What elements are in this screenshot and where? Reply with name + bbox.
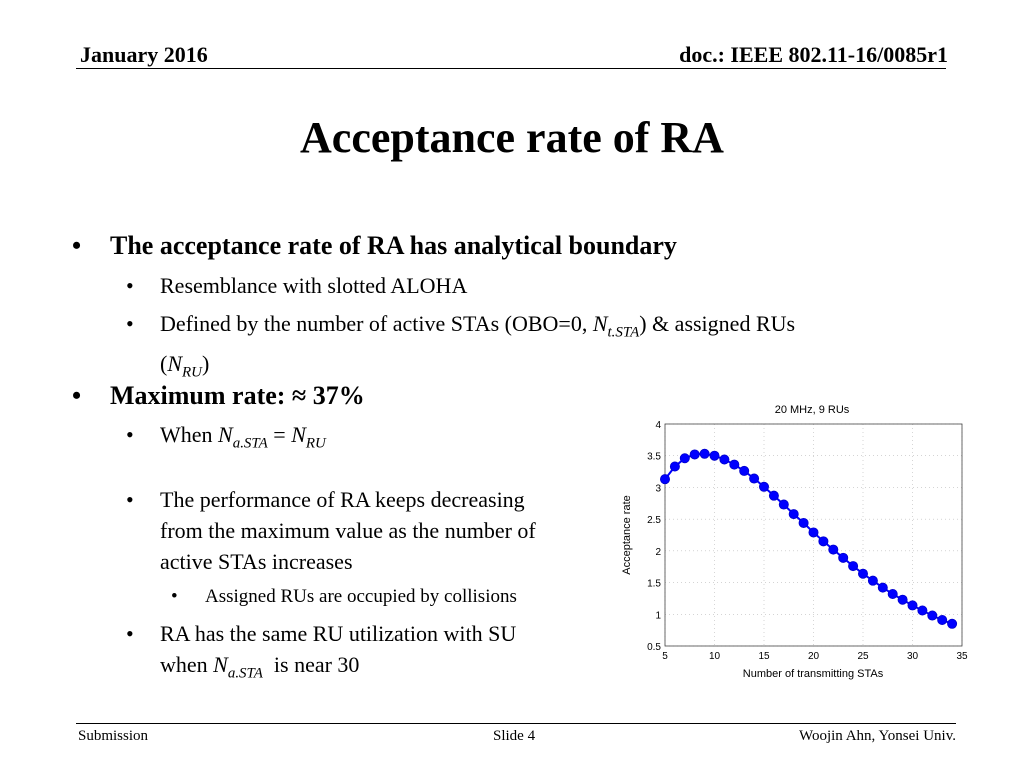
y-tick-label: 3: [655, 483, 661, 494]
sub-asta: a.STA: [232, 435, 268, 452]
data-point: [947, 618, 958, 629]
y-tick-label: 3.5: [647, 452, 661, 463]
line-3: active STAs increases: [160, 549, 353, 574]
chart-title: 20 MHz, 9 RUs: [775, 404, 850, 416]
var-n: N: [218, 422, 233, 447]
sub-ru: RU: [182, 364, 202, 381]
header-date: January 2016: [80, 42, 208, 67]
data-point: [917, 605, 928, 616]
chart-ticks: 5 10 15 20 25 30 35 0.5 1 1.5 2 2.5 3 3.5 4: [647, 420, 968, 662]
var-n: N: [167, 351, 183, 377]
data-point: [739, 465, 750, 476]
bullet-text: The acceptance rate of RA has analytical…: [110, 231, 677, 260]
bullet-text: Resemblance with slotted ALOHA: [160, 273, 468, 298]
sub-ru: RU: [305, 435, 326, 452]
paren-close: ): [201, 351, 210, 377]
data-point: [689, 449, 700, 460]
var-n: N: [213, 652, 228, 677]
var-n: N: [592, 311, 608, 336]
bullet-maximum-rate: • Maximum rate: ≈ 37%: [72, 381, 365, 410]
y-tick-label: 2.5: [647, 515, 661, 526]
line-1: The performance of RA keeps decreasing: [160, 487, 525, 512]
bullet-text: Assigned RUs are occupied by collisions: [205, 586, 517, 607]
data-point: [798, 517, 809, 528]
bullet-text: Defined by the number of active STAs (OB…: [160, 311, 593, 336]
data-point: [768, 490, 779, 501]
bullet-analytical-boundary: • The acceptance rate of RA has analytica…: [72, 231, 677, 260]
data-point: [907, 600, 918, 611]
header-doc-id: doc.: IEEE 802.11-16/0085r1: [679, 42, 948, 67]
y-tick-label: 1.5: [647, 579, 661, 590]
data-points: [660, 448, 958, 629]
x-tick-label: 25: [857, 651, 869, 662]
y-tick-label: 2: [655, 547, 661, 558]
plot-frame: [664, 423, 963, 647]
x-tick-label: 20: [808, 651, 820, 662]
line-2: from the maximum value as the number of: [160, 518, 536, 543]
data-point: [857, 568, 868, 579]
x-tick-label: 5: [662, 651, 668, 662]
y-tick-label: 4: [655, 420, 661, 431]
data-point: [927, 610, 938, 621]
data-point: [937, 614, 948, 625]
data-point: [887, 588, 898, 599]
bullet-when: • When Na.STA = NRU: [126, 422, 326, 452]
x-tick-label: 10: [709, 651, 721, 662]
data-point: [867, 575, 878, 586]
var-n: N: [291, 422, 306, 447]
bullet-text: ) & assigned RUs: [639, 311, 796, 336]
data-point: [818, 536, 829, 547]
slide-title: Acceptance rate of RA: [300, 113, 724, 162]
bullet-performance: • The performance of RA keeps decreasing …: [126, 487, 536, 574]
data-point: [788, 509, 799, 520]
sub-asta: a.STA: [227, 665, 263, 682]
y-tick-label: 1: [655, 610, 661, 621]
bullet-text: When: [160, 422, 219, 447]
x-tick-label: 35: [956, 651, 968, 662]
data-point: [669, 461, 680, 472]
equals: =: [267, 422, 292, 447]
acceptance-rate-chart: 20 MHz, 9 RUs 5 10 15 20 25 30 35 0.5 1 1.5 2 2.5 3 3…: [621, 404, 968, 680]
data-point: [709, 450, 720, 461]
data-point: [778, 499, 789, 510]
data-point: [699, 448, 710, 459]
bullet-slotted-aloha: • Resemblance with slotted ALOHA: [126, 273, 468, 298]
data-point: [848, 561, 859, 572]
bullet-ru-utilization: • RA has the same RU utilization with SU …: [126, 621, 517, 682]
footer-divider: [76, 723, 956, 724]
data-point: [660, 474, 671, 485]
line-2-end: is near 30: [262, 652, 360, 677]
data-point: [749, 473, 760, 484]
sub-tsta: t.STA: [607, 324, 640, 341]
line-1: RA has the same RU utilization with SU: [160, 621, 517, 646]
bullet-text: Maximum rate: ≈ 37%: [110, 381, 365, 410]
footer-author: Woojin Ahn, Yonsei Univ.: [798, 728, 956, 744]
y-tick-label: 0.5: [647, 642, 661, 653]
series-line: [664, 452, 953, 625]
data-point: [719, 454, 730, 465]
x-tick-label: 30: [907, 651, 919, 662]
y-axis-label: Acceptance rate: [621, 495, 633, 575]
data-point: [838, 552, 849, 563]
data-point: [758, 481, 769, 492]
header-divider: [76, 68, 946, 69]
line-2: when: [160, 652, 214, 677]
data-point: [828, 544, 839, 555]
footer-submission: Submission: [78, 728, 149, 744]
x-tick-label: 15: [758, 651, 770, 662]
data-point: [877, 582, 888, 593]
bullet-defined-by: • Defined by the number of active STAs (O…: [126, 311, 796, 381]
bullet-collisions: • Assigned RUs are occupied by collisions: [171, 586, 517, 607]
footer-slide-number: Slide 4: [493, 728, 536, 744]
paren-open: (: [160, 351, 168, 377]
data-point: [808, 527, 819, 538]
x-axis-label: Number of transmitting STAs: [743, 668, 884, 680]
data-point: [729, 459, 740, 470]
data-point: [897, 594, 908, 605]
data-point: [679, 453, 690, 464]
